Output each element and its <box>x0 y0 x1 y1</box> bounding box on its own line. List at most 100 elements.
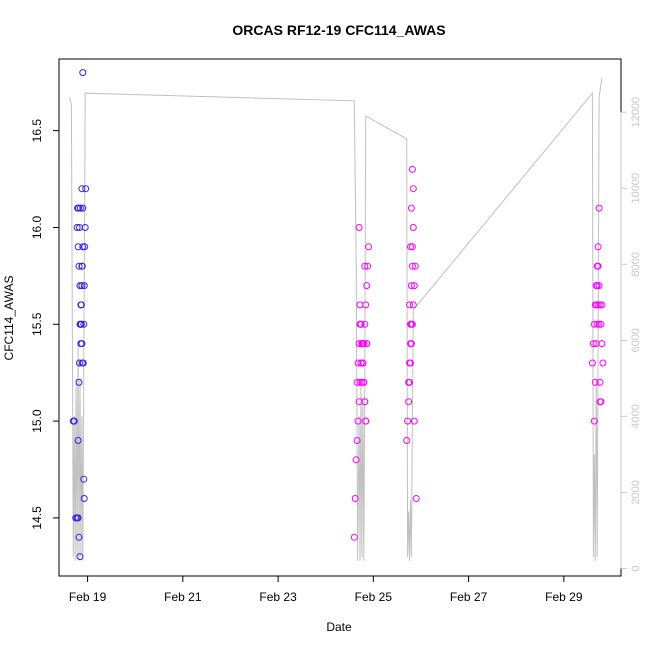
chart-title: ORCAS RF12-19 CFC114_AWAS <box>232 22 445 38</box>
data-point <box>362 417 370 425</box>
data-point <box>590 320 598 328</box>
data-point <box>76 282 84 290</box>
plot-frame <box>58 58 622 577</box>
x-tick-label: Feb 27 <box>450 590 488 604</box>
data-point <box>407 320 415 328</box>
data-point <box>407 204 415 212</box>
data-point <box>407 340 414 348</box>
data-point <box>81 243 89 251</box>
x-tick-label: Feb 23 <box>259 590 297 604</box>
data-point <box>362 301 370 309</box>
x-tick-label: Feb 25 <box>355 590 393 604</box>
data-point <box>361 398 369 406</box>
data-point <box>364 262 372 270</box>
data-point <box>353 378 361 386</box>
data-point <box>361 262 369 270</box>
y2-tick-label: 4000 <box>630 404 642 428</box>
data-point <box>359 359 367 367</box>
data-point <box>78 262 86 270</box>
y-axis-label: CFC114_AWAS <box>2 276 16 361</box>
data-point <box>76 224 83 231</box>
data-point <box>356 378 364 386</box>
data-point <box>357 359 365 367</box>
data-point <box>351 495 359 502</box>
data-point <box>75 204 82 212</box>
data-point <box>352 456 360 464</box>
data-point <box>403 437 411 444</box>
x-tick-label: Feb 21 <box>164 590 202 604</box>
data-point <box>407 243 414 251</box>
data-point <box>74 514 82 522</box>
y2-tick-label: 0 <box>630 565 642 571</box>
data-point <box>596 301 604 309</box>
data-point <box>363 282 371 290</box>
data-point <box>354 417 362 425</box>
data-point <box>597 398 605 406</box>
data-point <box>357 320 365 328</box>
y-axis-left: 14.5 15.0 15.5 16.0 16.5 <box>30 119 60 530</box>
data-point <box>409 301 417 309</box>
data-point <box>353 437 361 444</box>
data-point <box>409 224 417 231</box>
data-point <box>598 301 606 309</box>
data-point <box>355 340 363 348</box>
data-point <box>360 378 368 386</box>
data-point <box>74 243 82 251</box>
data-point <box>356 301 364 309</box>
data-point <box>361 320 369 328</box>
data-point <box>81 224 89 231</box>
data-point <box>75 262 83 270</box>
data-point <box>76 359 83 367</box>
data-point <box>597 320 605 328</box>
x-axis-label: Date <box>326 620 352 634</box>
data-point <box>80 320 88 328</box>
data-point <box>595 204 603 212</box>
data-point <box>406 301 413 309</box>
data-point <box>411 262 419 270</box>
data-point <box>594 262 602 270</box>
data-point <box>363 340 371 348</box>
data-point <box>76 553 84 561</box>
data-point <box>358 378 366 386</box>
y2-tick-label: 8000 <box>630 252 642 276</box>
x-axis: Feb 19 Feb 21 Feb 23 Feb 25 Feb 27 Feb 29 <box>69 575 583 604</box>
y-tick-label: 15.0 <box>30 409 44 433</box>
data-point <box>593 320 601 328</box>
data-point <box>75 533 83 541</box>
x-tick-label: Feb 19 <box>69 590 107 604</box>
secondary-series-line <box>69 77 603 561</box>
data-point <box>408 262 416 270</box>
data-point <box>350 533 358 541</box>
data-point <box>354 359 362 367</box>
points-layer <box>69 69 607 561</box>
y2-tick-label: 12000 <box>630 97 642 128</box>
data-point <box>409 185 417 193</box>
data-point <box>595 320 603 328</box>
data-point <box>77 301 85 309</box>
data-point <box>412 495 420 502</box>
data-point <box>80 495 88 502</box>
y-tick-label: 15.5 <box>30 312 44 336</box>
data-point <box>407 282 415 290</box>
y2-tick-label: 10000 <box>630 173 642 204</box>
y-tick-label: 16.5 <box>30 119 44 143</box>
data-point <box>405 398 413 406</box>
y-axis-right: 0 2000 4000 6000 8000 10000 12000 <box>620 97 642 571</box>
data-point <box>70 417 78 425</box>
data-point <box>590 417 598 425</box>
data-point <box>594 301 602 309</box>
data-point <box>593 282 601 290</box>
data-point <box>80 282 88 290</box>
y-tick-label: 14.5 <box>30 506 44 530</box>
data-point <box>78 185 86 193</box>
data-point <box>75 378 83 386</box>
data-point <box>78 282 86 290</box>
data-point <box>80 475 88 483</box>
data-point <box>595 282 603 290</box>
data-point <box>404 417 412 425</box>
data-point <box>408 165 416 173</box>
data-point <box>410 282 418 290</box>
data-point <box>360 340 368 348</box>
data-point <box>76 204 84 212</box>
